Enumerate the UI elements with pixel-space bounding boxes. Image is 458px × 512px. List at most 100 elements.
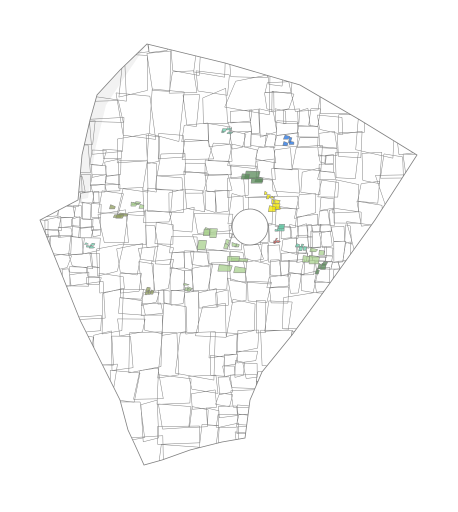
parcel xyxy=(230,109,253,124)
parcel xyxy=(260,243,269,263)
parcel xyxy=(273,147,293,171)
parcel xyxy=(196,448,236,465)
highlighted-parcel-teal xyxy=(221,128,228,132)
parcel xyxy=(224,74,271,116)
parcel xyxy=(64,364,89,400)
highlighted-parcel-yellow xyxy=(265,194,271,200)
parcel xyxy=(215,289,229,307)
parcel xyxy=(115,92,156,140)
parcel xyxy=(234,360,245,378)
parcel xyxy=(331,312,373,335)
parcel xyxy=(386,412,417,458)
parcel xyxy=(51,66,84,103)
parcel xyxy=(182,94,200,127)
parcel xyxy=(264,91,275,111)
county-area xyxy=(40,44,417,465)
parcel xyxy=(184,189,206,213)
parcel xyxy=(277,371,321,412)
parcel xyxy=(315,327,363,368)
parcel xyxy=(319,224,332,233)
parcel xyxy=(120,288,144,300)
highlighted-parcel-green xyxy=(217,264,233,272)
parcel xyxy=(111,335,134,371)
parcel xyxy=(190,389,217,410)
parcel xyxy=(317,170,336,181)
parcel xyxy=(244,258,271,285)
highlighted-parcel-green xyxy=(308,254,320,265)
parcel xyxy=(399,328,417,368)
parcel xyxy=(188,374,219,394)
parcel xyxy=(217,376,234,395)
parcel xyxy=(40,363,65,394)
parcel xyxy=(181,122,209,143)
parcel xyxy=(97,398,112,431)
parcel xyxy=(84,449,115,465)
parcel xyxy=(247,281,272,304)
parcel xyxy=(324,246,334,257)
parcel xyxy=(158,403,192,430)
parcel xyxy=(312,414,358,443)
parcel xyxy=(287,273,303,294)
highlighted-parcel-red xyxy=(273,240,278,244)
parcel xyxy=(116,243,144,276)
parcel xyxy=(266,273,291,288)
parcel xyxy=(40,300,64,339)
parcel xyxy=(69,271,90,287)
parcel xyxy=(318,209,331,226)
parcel xyxy=(362,85,390,118)
highlighted-parcel-green xyxy=(224,239,231,245)
parcel xyxy=(73,205,82,218)
parcel xyxy=(204,159,232,176)
parcel xyxy=(274,205,298,228)
highlighted-parcel-yellow xyxy=(268,205,276,212)
parcel xyxy=(315,65,357,89)
parcel xyxy=(175,331,216,381)
parcel xyxy=(267,244,282,263)
parcel xyxy=(281,237,297,255)
parcel xyxy=(215,392,234,407)
parcel xyxy=(294,193,317,219)
parcel xyxy=(123,210,147,245)
parcel xyxy=(272,368,284,391)
parcel xyxy=(58,217,74,228)
parcel xyxy=(169,44,202,76)
parcel xyxy=(140,292,160,306)
parcel xyxy=(297,137,319,148)
highlighted-parcel-green xyxy=(226,256,241,262)
parcel xyxy=(214,189,230,213)
parcel xyxy=(57,444,85,465)
parcel xyxy=(157,133,185,160)
parcel xyxy=(317,114,343,135)
parcel xyxy=(168,188,185,213)
highlighted-parcel-green xyxy=(182,282,191,286)
parcel xyxy=(345,259,385,290)
parcel xyxy=(157,331,180,379)
parcel xyxy=(184,162,208,173)
parcel xyxy=(81,237,101,255)
parcel xyxy=(255,146,277,164)
parcel xyxy=(142,161,158,193)
parcel xyxy=(168,70,198,94)
parcel xyxy=(207,123,232,147)
highlighted-parcel-green xyxy=(196,239,207,250)
parcel xyxy=(44,216,62,232)
parcel xyxy=(268,411,284,430)
highlighted-parcel-yellow xyxy=(263,190,268,195)
parcel xyxy=(89,117,125,155)
parcel xyxy=(255,381,275,390)
highlighted-parcel-dark-green xyxy=(240,173,250,180)
parcel xyxy=(169,266,185,292)
parcel xyxy=(394,358,417,402)
parcel xyxy=(352,434,393,465)
parcel xyxy=(223,353,238,367)
parcel xyxy=(40,429,59,455)
parcel xyxy=(368,308,409,335)
parcel xyxy=(355,329,387,366)
parcel xyxy=(264,81,293,93)
parcel xyxy=(156,374,192,405)
parcel xyxy=(207,142,233,162)
parcel xyxy=(248,108,260,134)
parcel xyxy=(280,260,290,277)
parcel xyxy=(101,287,124,335)
parcel xyxy=(404,298,417,334)
